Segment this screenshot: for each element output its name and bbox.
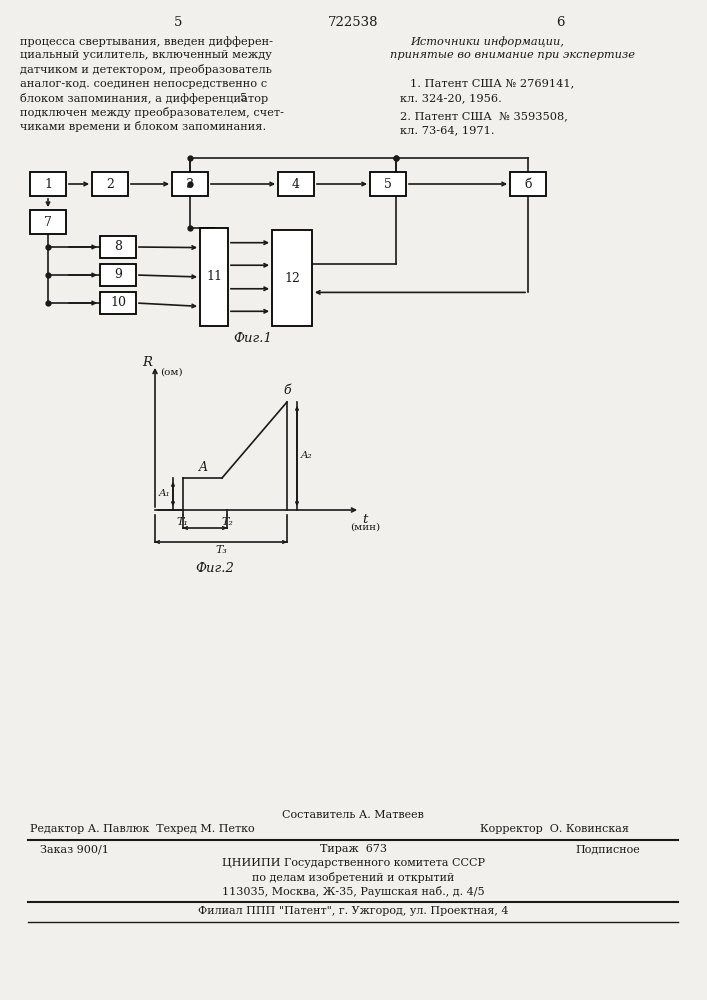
Text: Фиг.2: Фиг.2 bbox=[196, 562, 235, 575]
Text: датчиком и детектором, преобразователь: датчиком и детектором, преобразователь bbox=[20, 64, 272, 75]
Bar bbox=[272, 230, 312, 326]
Text: A: A bbox=[199, 461, 208, 474]
Text: 113035, Москва, Ж-35, Раушская наб., д. 4/5: 113035, Москва, Ж-35, Раушская наб., д. … bbox=[222, 886, 484, 897]
Bar bbox=[100, 236, 136, 258]
Text: по делам изобретений и открытий: по делам изобретений и открытий bbox=[252, 872, 454, 883]
Text: Филиал ППП "Патент", г. Ужгород, ул. Проектная, 4: Филиал ППП "Патент", г. Ужгород, ул. Про… bbox=[198, 906, 508, 916]
Text: R: R bbox=[142, 356, 152, 368]
Text: 10: 10 bbox=[110, 296, 126, 310]
Text: 5: 5 bbox=[384, 178, 392, 190]
Text: циальный усилитель, включенный между: циальный усилитель, включенный между bbox=[20, 50, 272, 60]
Text: t: t bbox=[362, 513, 368, 526]
Text: 5: 5 bbox=[240, 93, 247, 103]
Text: A₁: A₁ bbox=[158, 489, 170, 498]
Text: Источники информации,: Источники информации, bbox=[410, 36, 564, 47]
Text: Корректор  О. Ковинская: Корректор О. Ковинская bbox=[480, 824, 629, 834]
Text: чиками времени и блоком запоминания.: чиками времени и блоком запоминания. bbox=[20, 121, 267, 132]
Text: 2. Патент США  № 3593508,: 2. Патент США № 3593508, bbox=[400, 111, 568, 121]
Text: (мин): (мин) bbox=[350, 523, 380, 532]
Text: 6: 6 bbox=[556, 16, 564, 29]
Text: 1: 1 bbox=[44, 178, 52, 190]
Bar bbox=[200, 228, 228, 326]
Text: 8: 8 bbox=[114, 240, 122, 253]
Text: Тираж  673: Тираж 673 bbox=[320, 844, 387, 854]
Text: подключен между преобразователем, счет-: подключен между преобразователем, счет- bbox=[20, 107, 284, 118]
Bar bbox=[278, 172, 314, 196]
Text: A₂: A₂ bbox=[301, 452, 312, 460]
Text: 2: 2 bbox=[106, 178, 114, 190]
Text: б: б bbox=[284, 384, 291, 397]
Text: 11: 11 bbox=[206, 270, 222, 284]
Text: аналог-код. соединен непосредственно с: аналог-код. соединен непосредственно с bbox=[20, 79, 267, 89]
Text: 722538: 722538 bbox=[328, 16, 378, 29]
Text: 1. Патент США № 2769141,: 1. Патент США № 2769141, bbox=[410, 79, 574, 89]
Text: T₁: T₁ bbox=[176, 517, 188, 527]
Text: 5: 5 bbox=[174, 16, 182, 29]
Bar bbox=[30, 172, 66, 196]
Text: кл. 73-64, 1971.: кл. 73-64, 1971. bbox=[400, 125, 495, 135]
Bar bbox=[172, 172, 208, 196]
Text: принятые во внимание при экспертизе: принятые во внимание при экспертизе bbox=[390, 50, 635, 60]
Text: 7: 7 bbox=[44, 216, 52, 229]
Text: 9: 9 bbox=[114, 268, 122, 282]
Text: (ом): (ом) bbox=[160, 367, 182, 376]
Bar bbox=[510, 172, 546, 196]
Bar bbox=[92, 172, 128, 196]
Text: кл. 324-20, 1956.: кл. 324-20, 1956. bbox=[400, 93, 502, 103]
Text: T₃: T₃ bbox=[215, 545, 227, 555]
Text: Заказ 900/1: Заказ 900/1 bbox=[40, 844, 109, 854]
Text: 12: 12 bbox=[284, 271, 300, 284]
Bar bbox=[100, 292, 136, 314]
Text: процесса свертывания, введен дифферен-: процесса свертывания, введен дифферен- bbox=[20, 36, 273, 47]
Text: ЦНИИПИ Государственного комитета СССР: ЦНИИПИ Государственного комитета СССР bbox=[221, 858, 484, 868]
Bar bbox=[100, 264, 136, 286]
Bar bbox=[30, 210, 66, 234]
Text: Фиг.1: Фиг.1 bbox=[233, 332, 272, 345]
Text: T₂: T₂ bbox=[221, 517, 233, 527]
Text: Редактор А. Павлюк  Техред М. Петко: Редактор А. Павлюк Техред М. Петко bbox=[30, 824, 255, 834]
Text: Подписное: Подписное bbox=[575, 844, 640, 854]
Text: блоком запоминания, а дифференциатор: блоком запоминания, а дифференциатор bbox=[20, 93, 268, 104]
Text: б: б bbox=[525, 178, 532, 190]
Bar bbox=[370, 172, 406, 196]
Text: 4: 4 bbox=[292, 178, 300, 190]
Text: 3: 3 bbox=[186, 178, 194, 190]
Text: Составитель А. Матвеев: Составитель А. Матвеев bbox=[282, 810, 424, 820]
